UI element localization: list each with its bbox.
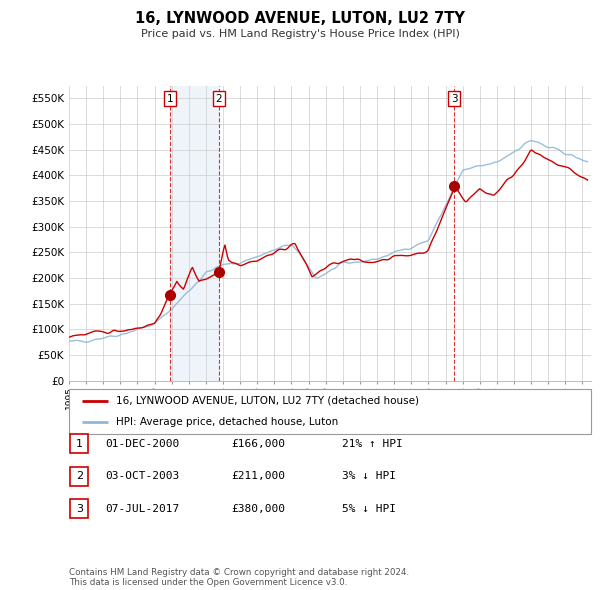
FancyBboxPatch shape xyxy=(70,467,88,486)
Text: 03-OCT-2003: 03-OCT-2003 xyxy=(105,471,179,481)
FancyBboxPatch shape xyxy=(70,434,88,453)
Text: 1: 1 xyxy=(76,439,83,448)
Text: 07-JUL-2017: 07-JUL-2017 xyxy=(105,504,179,513)
Text: 3: 3 xyxy=(451,94,458,104)
Text: £211,000: £211,000 xyxy=(231,471,285,481)
Text: Price paid vs. HM Land Registry's House Price Index (HPI): Price paid vs. HM Land Registry's House … xyxy=(140,30,460,39)
FancyBboxPatch shape xyxy=(69,389,591,434)
Text: Contains HM Land Registry data © Crown copyright and database right 2024.
This d: Contains HM Land Registry data © Crown c… xyxy=(69,568,409,587)
Text: 01-DEC-2000: 01-DEC-2000 xyxy=(105,439,179,448)
Text: 16, LYNWOOD AVENUE, LUTON, LU2 7TY: 16, LYNWOOD AVENUE, LUTON, LU2 7TY xyxy=(135,11,465,27)
Text: 1: 1 xyxy=(167,94,173,104)
Text: £380,000: £380,000 xyxy=(231,504,285,513)
Text: 3% ↓ HPI: 3% ↓ HPI xyxy=(342,471,396,481)
Text: 2: 2 xyxy=(215,94,222,104)
FancyBboxPatch shape xyxy=(70,499,88,518)
Bar xyxy=(170,86,219,381)
Text: 5% ↓ HPI: 5% ↓ HPI xyxy=(342,504,396,513)
Text: £166,000: £166,000 xyxy=(231,439,285,448)
Text: HPI: Average price, detached house, Luton: HPI: Average price, detached house, Luto… xyxy=(116,418,338,427)
Text: 2: 2 xyxy=(76,471,83,481)
Text: 21% ↑ HPI: 21% ↑ HPI xyxy=(342,439,403,448)
Text: 16, LYNWOOD AVENUE, LUTON, LU2 7TY (detached house): 16, LYNWOOD AVENUE, LUTON, LU2 7TY (deta… xyxy=(116,396,419,406)
Text: 3: 3 xyxy=(76,504,83,513)
